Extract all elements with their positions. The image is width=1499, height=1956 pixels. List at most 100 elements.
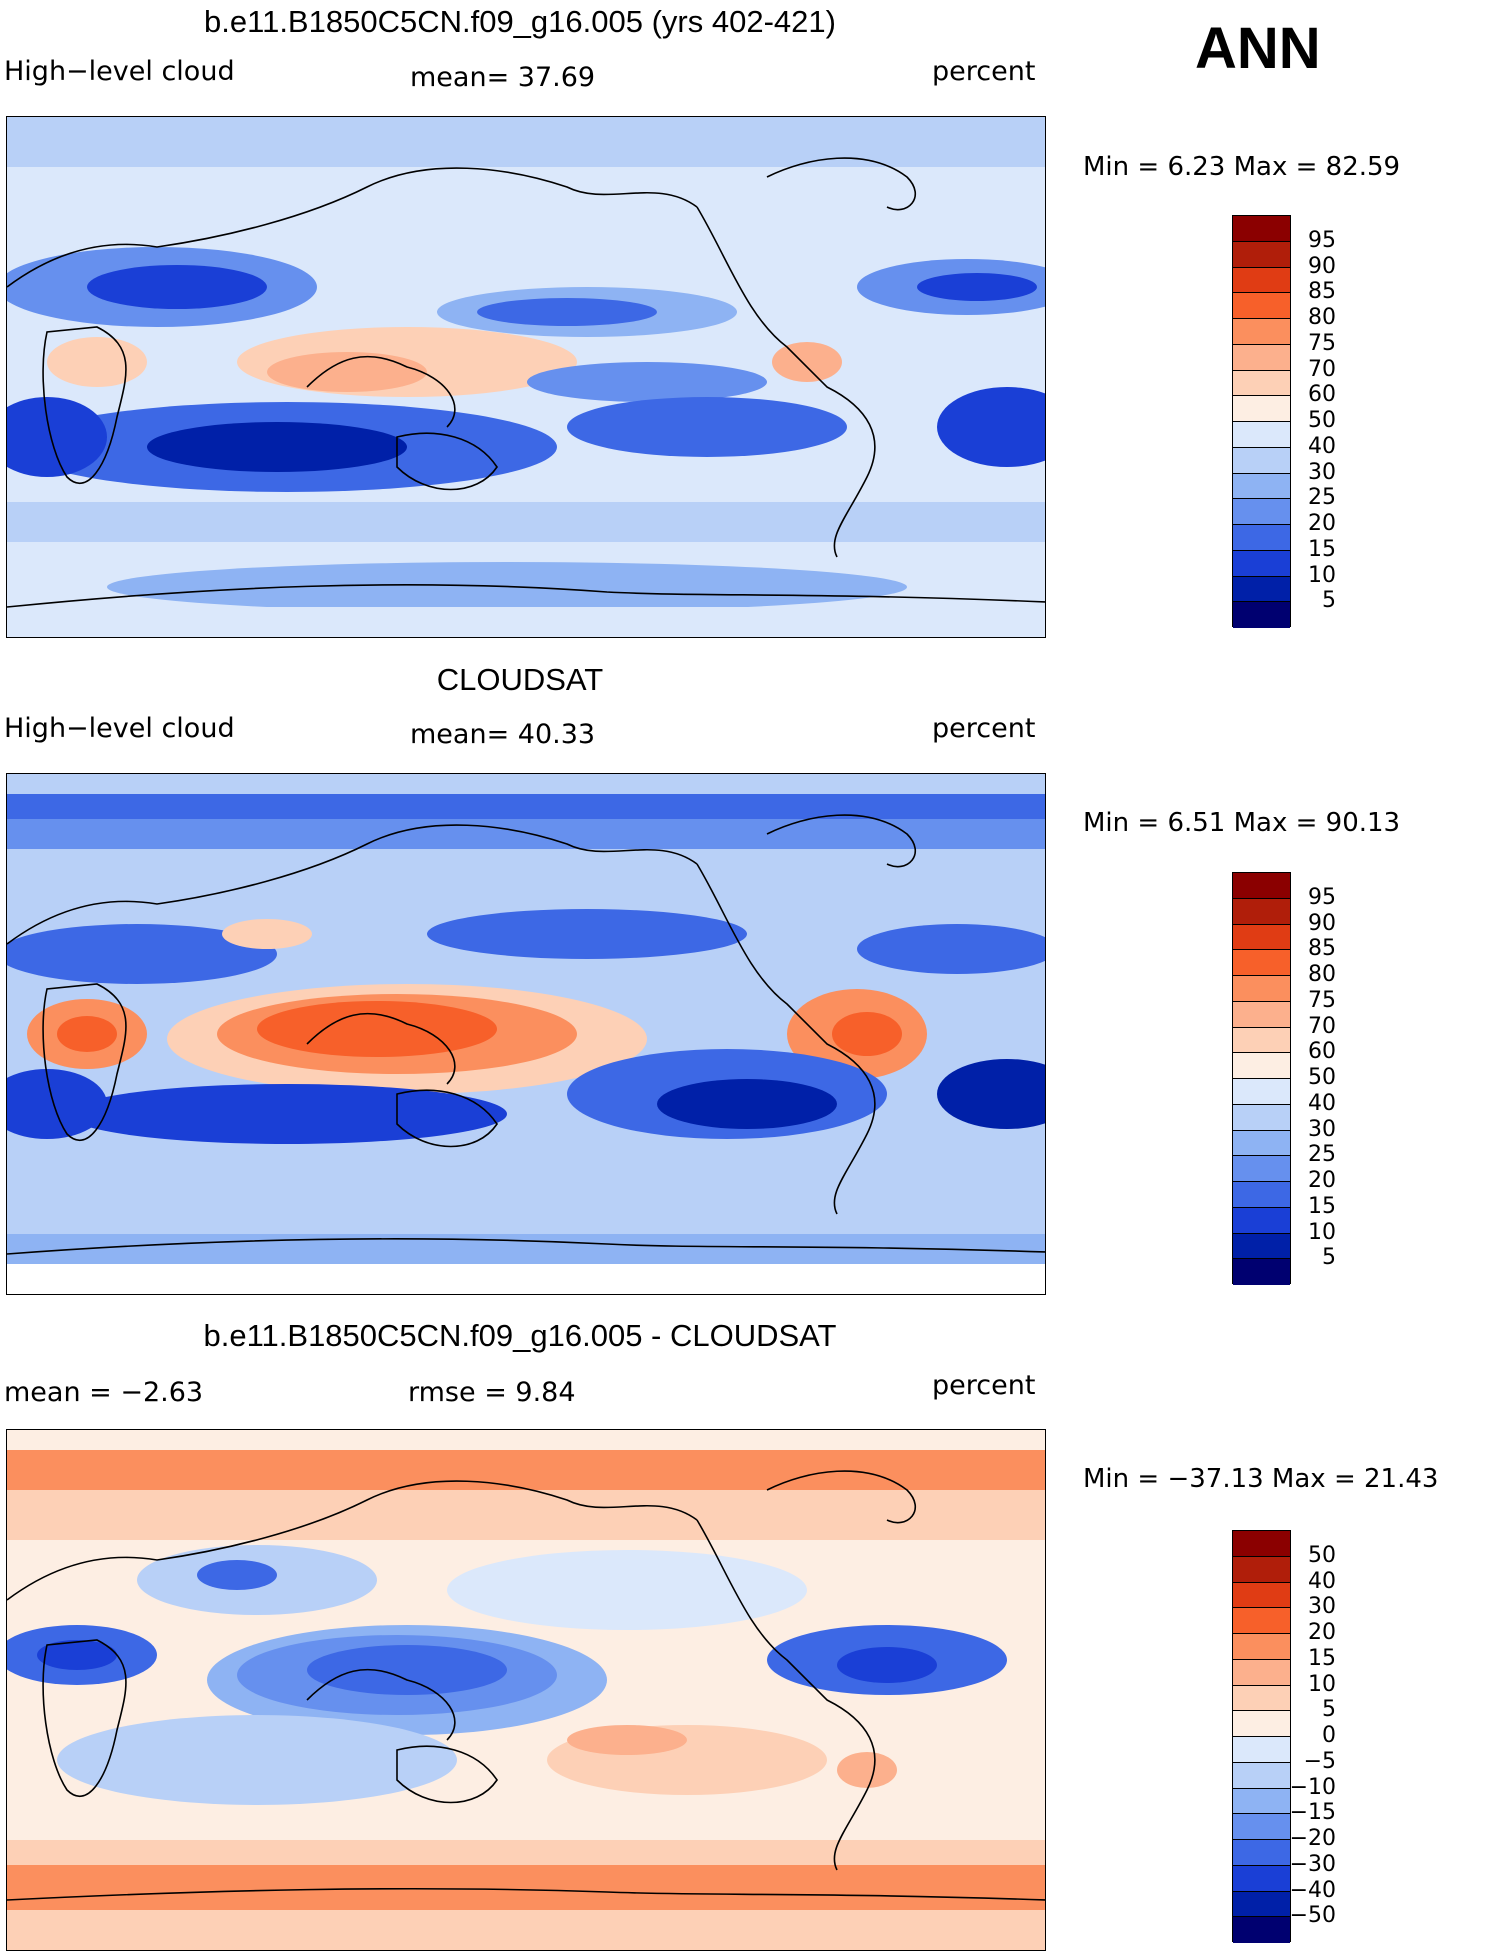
mean-label: mean= 40.33 (410, 719, 596, 750)
colorbar-tick-label: 15 (1308, 1645, 1336, 1671)
colorbar-tick-label: 95 (1308, 884, 1336, 910)
colorbar-swatch (1233, 602, 1290, 628)
colorbar-tick-label: 15 (1308, 1193, 1336, 1219)
panel-title: b.e11.B1850C5CN.f09_g16.005 - CLOUDSAT (203, 1318, 837, 1353)
colorbar-swatch (1233, 1917, 1290, 1943)
colorbar-swatch (1233, 1053, 1290, 1079)
colorbar-tick-label: 10 (1308, 1219, 1336, 1245)
units-label: percent (932, 1370, 1036, 1401)
map-cloudsat-high-cloud (6, 773, 1046, 1295)
colorbar-swatch (1233, 1582, 1290, 1609)
colorbar-tick-label: 30 (1308, 459, 1336, 485)
colorbar-tick-label: 50 (1308, 1542, 1336, 1568)
colorbar-swatch (1233, 950, 1290, 976)
mean-label: mean = −2.63 (4, 1377, 204, 1408)
colorbar-swatch (1233, 1685, 1290, 1712)
map-field (7, 774, 1045, 1294)
colorbar-swatch (1233, 550, 1290, 577)
colorbar-swatch (1233, 1531, 1290, 1557)
colorbar-swatch (1233, 1762, 1290, 1789)
colorbar-swatch (1233, 1104, 1290, 1131)
colorbar-tick-label: 40 (1308, 1090, 1336, 1116)
colorbar-swatch (1233, 1634, 1290, 1660)
colorbar (1232, 1530, 1291, 1943)
colorbar-tick-label: 5 (1322, 1697, 1336, 1723)
map-model-high-cloud (6, 116, 1046, 638)
colorbar-swatch (1233, 344, 1290, 371)
variable-label: High−level cloud (4, 713, 235, 744)
colorbar-tick-label: −50 (1289, 1903, 1336, 1929)
min-max-label: Min = 6.51 Max = 90.13 (1083, 808, 1401, 838)
colorbar-swatch (1233, 447, 1290, 474)
colorbar-swatch (1233, 1182, 1290, 1208)
colorbar-swatch (1233, 1865, 1290, 1892)
map-field (7, 1430, 1045, 1950)
colorbar-swatch (1233, 293, 1290, 319)
colorbar-tick-label: −30 (1289, 1851, 1336, 1877)
colorbar-tick-label: 50 (1308, 1065, 1336, 1090)
colorbar-swatch (1233, 976, 1290, 1002)
mean-label: mean= 37.69 (410, 62, 596, 93)
colorbar-tick-label: 60 (1308, 382, 1336, 408)
colorbar-swatch (1233, 473, 1290, 500)
season-label: ANN (1195, 16, 1321, 81)
colorbar-swatch (1233, 1079, 1290, 1105)
colorbar-swatch (1233, 241, 1290, 268)
colorbar-tick-label: 75 (1308, 987, 1336, 1013)
colorbar-swatch (1233, 499, 1290, 525)
colorbar-tick-label: 95 (1308, 227, 1336, 253)
colorbar-tick-label: −15 (1289, 1800, 1336, 1826)
colorbar-swatch (1233, 1659, 1290, 1686)
colorbar-tick-label: 5 (1322, 588, 1336, 614)
colorbar-tick-label: 0 (1322, 1723, 1336, 1748)
colorbar-tick-label: 20 (1308, 1620, 1336, 1645)
colorbar-tick-label: 20 (1308, 1168, 1336, 1193)
colorbar-swatch (1233, 1233, 1290, 1260)
colorbar-swatch (1233, 1207, 1290, 1234)
colorbar-tick-label: 30 (1308, 1116, 1336, 1142)
colorbar-swatch (1233, 1608, 1290, 1634)
colorbar-swatch (1233, 1130, 1290, 1157)
colorbar-swatch (1233, 873, 1290, 899)
panel-title: b.e11.B1850C5CN.f09_g16.005 (yrs 402-421… (204, 4, 836, 39)
variable-label: High−level cloud (4, 56, 235, 87)
colorbar-tick-label: 80 (1308, 962, 1336, 987)
min-max-label: Min = −37.13 Max = 21.43 (1083, 1464, 1439, 1494)
colorbar (1232, 872, 1291, 1285)
colorbar-swatch (1233, 267, 1290, 294)
colorbar-swatch (1233, 1259, 1290, 1285)
colorbar-tick-label: 85 (1308, 936, 1336, 962)
colorbar-swatch (1233, 525, 1290, 551)
colorbar-swatch (1233, 576, 1290, 603)
colorbar-tick-label: 75 (1308, 330, 1336, 356)
colorbar-tick-label: 60 (1308, 1039, 1336, 1065)
colorbar-tick-label: 70 (1308, 1013, 1336, 1039)
colorbar-tick-label: 90 (1308, 253, 1336, 279)
rmse-label: rmse = 9.84 (408, 1377, 576, 1408)
colorbar-tick-label: −5 (1303, 1748, 1336, 1774)
colorbar-swatch (1233, 1788, 1290, 1815)
colorbar-swatch (1233, 319, 1290, 345)
colorbar-swatch (1233, 1027, 1290, 1054)
colorbar-swatch (1233, 1737, 1290, 1763)
map-field (7, 117, 1045, 637)
colorbar-tick-label: 70 (1308, 356, 1336, 382)
colorbar-tick-label: 90 (1308, 910, 1336, 936)
colorbar-tick-label: 25 (1308, 485, 1336, 511)
colorbar-swatch (1233, 216, 1290, 242)
colorbar-tick-label: 10 (1308, 1671, 1336, 1697)
colorbar-tick-label: 50 (1308, 408, 1336, 433)
colorbar (1232, 215, 1291, 628)
colorbar-swatch (1233, 370, 1290, 397)
units-label: percent (932, 56, 1036, 87)
colorbar-tick-label: 20 (1308, 511, 1336, 536)
units-label: percent (932, 713, 1036, 744)
colorbar-swatch (1233, 396, 1290, 422)
panel-title: CLOUDSAT (436, 662, 604, 697)
colorbar-swatch (1233, 1711, 1290, 1737)
colorbar-swatch (1233, 422, 1290, 448)
colorbar-swatch (1233, 1891, 1290, 1918)
colorbar-tick-label: 40 (1308, 1568, 1336, 1594)
colorbar-tick-label: 30 (1308, 1594, 1336, 1620)
colorbar-tick-label: 10 (1308, 562, 1336, 588)
